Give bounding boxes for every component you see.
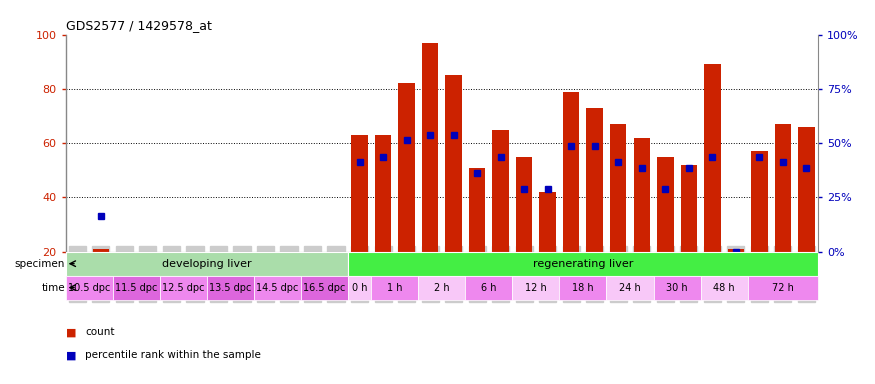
Bar [701,276,747,300]
Bar [634,138,650,252]
Bar [798,127,815,252]
Text: 24 h: 24 h [620,283,640,293]
Text: 10.5 dpc: 10.5 dpc [68,283,110,293]
Bar [606,276,654,300]
Bar [113,276,160,300]
Bar [657,157,674,252]
Text: 30 h: 30 h [666,283,688,293]
Text: ■: ■ [66,350,76,360]
Text: 6 h: 6 h [481,283,497,293]
Bar [681,165,697,252]
Bar [493,129,509,252]
Bar [348,276,371,300]
Bar [348,252,818,276]
Bar [398,83,415,252]
Bar [371,276,418,300]
Bar [704,65,720,252]
Bar [540,192,556,252]
Bar [66,276,113,300]
Bar [513,276,559,300]
Text: 12.5 dpc: 12.5 dpc [162,283,205,293]
Bar [654,276,701,300]
Text: GDS2577 / 1429578_at: GDS2577 / 1429578_at [66,19,212,32]
Text: specimen: specimen [15,259,65,269]
Bar [66,252,348,276]
Text: 72 h: 72 h [772,283,794,293]
Text: 13.5 dpc: 13.5 dpc [209,283,251,293]
Text: 2 h: 2 h [434,283,450,293]
Bar [559,276,606,300]
Bar [774,124,791,252]
Text: count: count [85,327,115,337]
Text: 48 h: 48 h [713,283,735,293]
Bar [418,276,466,300]
Bar [751,151,767,252]
Text: time: time [41,283,65,293]
Text: percentile rank within the sample: percentile rank within the sample [85,350,261,360]
Bar [93,249,109,252]
Bar [728,249,744,252]
Bar [254,276,301,300]
Text: developing liver: developing liver [162,259,251,269]
Bar [206,276,254,300]
Bar [469,167,486,252]
Bar [352,135,367,252]
Bar [586,108,603,252]
Text: 18 h: 18 h [572,283,594,293]
Bar [160,276,206,300]
Bar [422,43,438,252]
Bar [747,276,818,300]
Text: ■: ■ [66,327,76,337]
Bar [466,276,513,300]
Text: 1 h: 1 h [387,283,402,293]
Text: 11.5 dpc: 11.5 dpc [115,283,158,293]
Bar [445,75,462,252]
Bar [301,276,348,300]
Bar [516,157,532,252]
Text: 16.5 dpc: 16.5 dpc [303,283,346,293]
Bar [563,91,579,252]
Bar [374,135,391,252]
Bar [610,124,626,252]
Text: regenerating liver: regenerating liver [533,259,634,269]
Text: 0 h: 0 h [352,283,367,293]
Text: 12 h: 12 h [525,283,547,293]
Text: 14.5 dpc: 14.5 dpc [256,283,298,293]
